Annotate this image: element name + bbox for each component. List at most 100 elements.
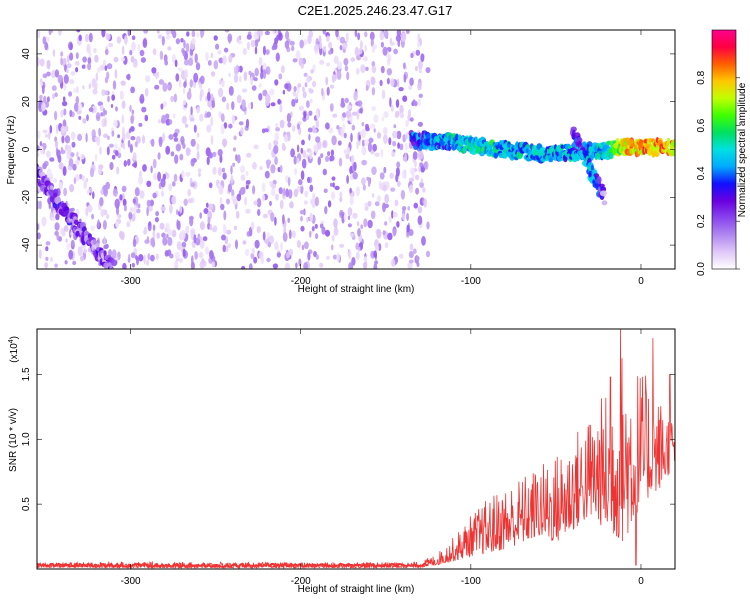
spectrogram-cell <box>399 104 404 114</box>
spectrogram-cell <box>279 199 284 210</box>
spectrogram-cell <box>299 210 305 215</box>
spectrogram-cell <box>146 180 152 187</box>
spectrogram-cell <box>135 255 138 260</box>
spectrogram-cell <box>333 226 339 236</box>
spectrogram-cell <box>145 75 151 83</box>
spectrogram-cell <box>274 79 279 86</box>
spectrogram-cell <box>100 188 105 195</box>
spectrogram-cell <box>108 143 114 148</box>
spectrogram-cell <box>307 127 313 133</box>
svg-text:(x104): (x104) <box>8 336 20 363</box>
spectrogram-cell <box>264 239 270 244</box>
spectrogram-cell <box>245 180 251 185</box>
spectrogram-cell <box>228 86 234 96</box>
spectrogram-cell <box>384 221 388 226</box>
spectrogram-cell <box>246 41 250 51</box>
spectrogram-cell <box>279 164 283 173</box>
spectrogram-cell <box>94 153 98 162</box>
spectrogram-cell <box>365 126 370 132</box>
spectrogram-cell <box>253 256 258 264</box>
spectrogram-cell <box>110 272 114 277</box>
spectrogram-cell <box>198 251 204 259</box>
spectrogram-cell <box>322 168 327 176</box>
spectrogram-cell <box>401 170 406 179</box>
spectrogram-cell <box>319 41 323 50</box>
spectrogram-cell <box>120 57 125 62</box>
spectrogram-cell <box>50 256 53 262</box>
spectrogram-cell <box>376 132 382 139</box>
spectrogram-cell <box>383 134 388 145</box>
spectrogram-cell <box>345 32 349 43</box>
spectrogram-cell <box>208 182 213 189</box>
spectrogram-cell <box>347 207 353 217</box>
spectrogram-cell <box>207 216 211 224</box>
spectrogram-cell <box>373 114 379 123</box>
spectrogram-x-tick-label: 0 <box>638 276 644 287</box>
spectrogram-cell <box>304 241 309 250</box>
spectrogram-cell <box>179 153 184 161</box>
snr-y-ticks: 0.5 1.0 1.5 <box>21 367 675 511</box>
spectrogram-cell <box>265 66 271 75</box>
spectrogram-cell <box>207 91 211 102</box>
spectrogram-cell <box>307 34 312 45</box>
spectrogram-cell <box>86 189 90 195</box>
colorbar-gradient <box>712 30 736 269</box>
spectrogram-cell <box>358 134 361 141</box>
spectrogram-cell <box>185 225 190 234</box>
spectrogram-cell <box>65 238 68 243</box>
spectrogram-cell <box>342 112 347 118</box>
spectrogram-cell <box>176 220 181 231</box>
spectrogram-cell <box>60 57 63 66</box>
spectrogram-cell <box>158 34 162 39</box>
spectrogram-cell <box>360 64 366 73</box>
spectrogram-cell <box>203 260 207 267</box>
spectrogram-cell <box>416 262 420 267</box>
spectrogram-cell <box>111 94 116 101</box>
snr-panel: -300 -200 -100 0 0.5 1.0 1.5 Height of straig… <box>8 328 676 595</box>
spectrogram-cell <box>339 196 343 203</box>
spectrogram-cell <box>160 190 165 197</box>
spectrogram-y-label: Frequency (Hz) <box>6 116 17 185</box>
spectrogram-cell <box>383 166 387 174</box>
spectrogram-cell <box>154 217 159 223</box>
spectrogram-cell <box>130 56 135 63</box>
spectrogram-cell <box>158 136 163 145</box>
spectrogram-cell <box>45 246 49 252</box>
spectrogram-cell <box>418 60 423 70</box>
spectrogram-cell <box>152 224 156 231</box>
spectrogram-cell <box>106 146 110 156</box>
spectrogram-cell <box>150 138 155 147</box>
spectrogram-cell <box>173 137 179 142</box>
spectrogram-cell <box>110 104 114 108</box>
spectrogram-cell <box>137 176 144 185</box>
spectrogram-cell <box>235 210 240 219</box>
spectrogram-cell <box>60 109 64 118</box>
spectrogram-x-tick-label: -300 <box>121 276 141 287</box>
spectrogram-cell <box>300 184 304 194</box>
spectrogram-cell <box>212 166 217 175</box>
spectrogram-cell <box>114 150 119 157</box>
spectrogram-cell <box>206 202 209 208</box>
spectrogram-cell <box>350 232 354 238</box>
spectrogram-cell <box>319 59 325 65</box>
spectrogram-cell <box>168 119 173 125</box>
spectrogram-cell <box>383 111 389 118</box>
spectrogram-cell <box>112 80 117 90</box>
spectrogram-cell <box>81 64 86 69</box>
spectrogram-cell <box>219 196 223 205</box>
spectrogram-cell <box>364 31 368 38</box>
spectrogram-cell <box>42 162 47 170</box>
spectrogram-cell <box>140 57 146 63</box>
spectrogram-cell <box>94 136 100 142</box>
spectrogram-cell <box>188 57 194 66</box>
spectrogram-cell <box>142 164 147 172</box>
spectrogram-cell <box>282 214 285 225</box>
spectrogram-cell <box>92 191 95 200</box>
spectrogram-cell <box>245 248 250 257</box>
spectrogram-cell <box>285 30 290 40</box>
spectrogram-cell <box>353 91 358 101</box>
spectrogram-cell <box>291 45 295 52</box>
spectrogram-cell <box>183 81 187 88</box>
spectrogram-cell <box>379 180 382 190</box>
